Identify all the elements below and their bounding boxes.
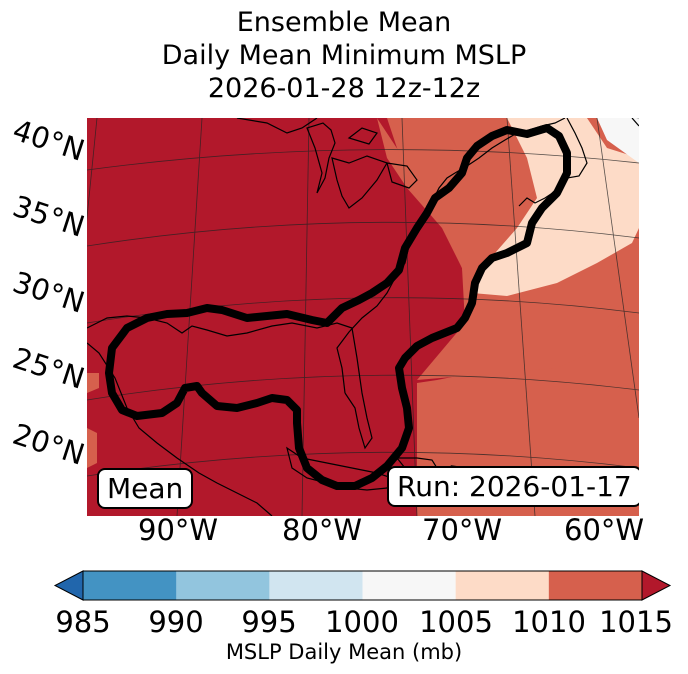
title-line-1: Ensemble Mean [236, 7, 452, 38]
colorbar-tick-1000: 1000 [325, 605, 399, 639]
map-svg [87, 118, 639, 516]
colorbar-extend-low [53, 570, 84, 601]
map-panel: Mean Run: 2026-01-17 [87, 118, 639, 516]
colorbar-tick-1005: 1005 [419, 605, 493, 639]
colorbar-tick-1015: 1015 [599, 605, 673, 639]
colorbar-segment [269, 571, 363, 600]
colorbar-segment [83, 571, 177, 600]
colorbar-segment [176, 571, 270, 600]
colorbar-tick-990: 990 [148, 605, 204, 639]
colorbar-tick-985: 985 [55, 605, 111, 639]
colorbar-label: MSLP Daily Mean (mb) [225, 640, 463, 664]
colorbar-frame [82, 570, 643, 601]
run-label-box: Run: 2026-01-17 [387, 466, 639, 507]
colorbar-tick-995: 995 [241, 605, 297, 639]
lon-label-80w: 80°W [282, 513, 363, 547]
colorbar-tick-1010: 1010 [512, 605, 586, 639]
title-line-2: Daily Mean Minimum MSLP [161, 40, 527, 71]
lon-label-90w: 90°W [138, 513, 219, 547]
colorbar-extend-high [641, 570, 672, 601]
colorbar-segment [548, 571, 643, 600]
lon-label-70w: 70°W [422, 513, 503, 547]
fill-995-1000 [597, 118, 639, 163]
colorbar-segment [362, 571, 457, 600]
fill-southwest-1005-1010 [87, 373, 99, 468]
lon-label-60w: 60°W [564, 513, 645, 547]
colorbar-segments [53, 570, 672, 601]
colorbar-segment [455, 571, 550, 600]
mean-label-box: Mean [97, 468, 194, 509]
title-line-3: 2026-01-28 12z-12z [207, 73, 481, 104]
contour-1010 [105, 124, 571, 490]
